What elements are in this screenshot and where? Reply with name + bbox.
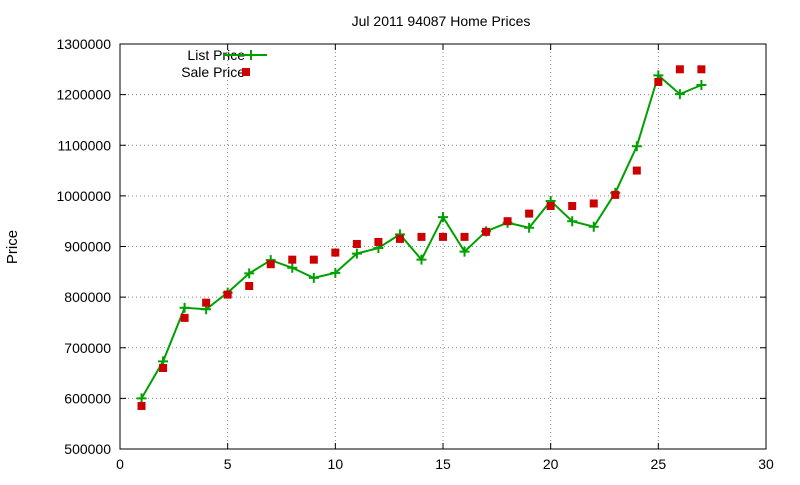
sale-price-point: [331, 248, 340, 257]
legend-cross-swatch: [246, 50, 256, 60]
list-price-point: [631, 141, 642, 152]
sale-price-point: [288, 255, 297, 264]
axes: [119, 43, 767, 450]
plot-area: [136, 65, 707, 410]
legend-label: Sale Price: [181, 64, 245, 80]
sale-price-point: [374, 237, 383, 246]
list-price-point: [567, 216, 578, 227]
list-price-point: [438, 212, 448, 223]
sale-price-point: [395, 234, 404, 243]
sale-price-point: [352, 239, 361, 248]
sale-price-point: [137, 401, 146, 410]
sale-price-point: [245, 281, 254, 290]
y-tick-label: 1000000: [56, 188, 111, 204]
y-tick-label: 900000: [64, 239, 111, 255]
list-price-point: [674, 89, 685, 100]
legend-label: List Price: [187, 47, 245, 63]
list-price-point: [308, 272, 319, 283]
x-tick-label: 25: [651, 456, 667, 472]
sale-price-point: [697, 65, 706, 74]
sale-price-point: [503, 217, 512, 226]
sale-price-point: [223, 290, 232, 299]
sale-price-point: [460, 232, 469, 241]
x-tick-label: 10: [328, 456, 344, 472]
list-price-point: [179, 302, 190, 313]
sale-price-point: [202, 298, 211, 307]
y-tick-label: 600000: [64, 390, 111, 406]
legend-square-swatch: [242, 68, 250, 76]
list-price-point: [588, 221, 599, 232]
sale-price-point: [266, 260, 275, 269]
sale-price-point: [180, 313, 189, 322]
list-price-point: [287, 262, 298, 273]
list-price-point: [330, 267, 341, 278]
sale-price-point: [589, 199, 598, 208]
y-tick-label: 700000: [64, 340, 111, 356]
list-price-point: [351, 248, 362, 259]
list-price-point: [244, 268, 255, 279]
y-tick-label: 1300000: [56, 36, 111, 52]
list-price-point: [524, 222, 535, 233]
sale-price-point: [309, 255, 318, 264]
x-tick-label: 20: [543, 456, 559, 472]
x-tick-label: 30: [758, 456, 774, 472]
sale-price-point: [525, 209, 534, 218]
sale-price-point: [675, 65, 684, 74]
tick-labels: 0 5 10 15 20 25 30 500000 600000 700000 800000 9000…: [56, 36, 774, 472]
sale-price-point: [546, 202, 555, 210]
grid: [120, 44, 766, 449]
x-tick-label: 0: [116, 456, 124, 472]
sale-price-point: [632, 166, 641, 175]
sale-price-point: [654, 77, 663, 86]
y-axis-label: Price: [4, 230, 21, 264]
y-tick-label: 500000: [64, 441, 111, 457]
list-price-point: [696, 80, 707, 91]
sale-price-point: [611, 190, 620, 199]
chart-title: Jul 2011 94087 Home Prices: [352, 13, 531, 29]
x-tick-label: 15: [435, 456, 451, 472]
sale-price-point: [568, 202, 577, 210]
x-tick-label: 5: [224, 456, 232, 472]
list-price-point: [416, 254, 427, 265]
y-tick-label: 800000: [64, 289, 111, 305]
list-price-point: [136, 393, 147, 404]
sale-price-point: [417, 232, 426, 241]
y-tick-label: 1200000: [56, 87, 111, 103]
sale-price-point: [159, 364, 168, 372]
list-price-point: [459, 246, 470, 257]
sale-price-point: [482, 227, 491, 236]
sale-price-point: [439, 232, 447, 241]
y-tick-label: 1100000: [58, 137, 112, 153]
